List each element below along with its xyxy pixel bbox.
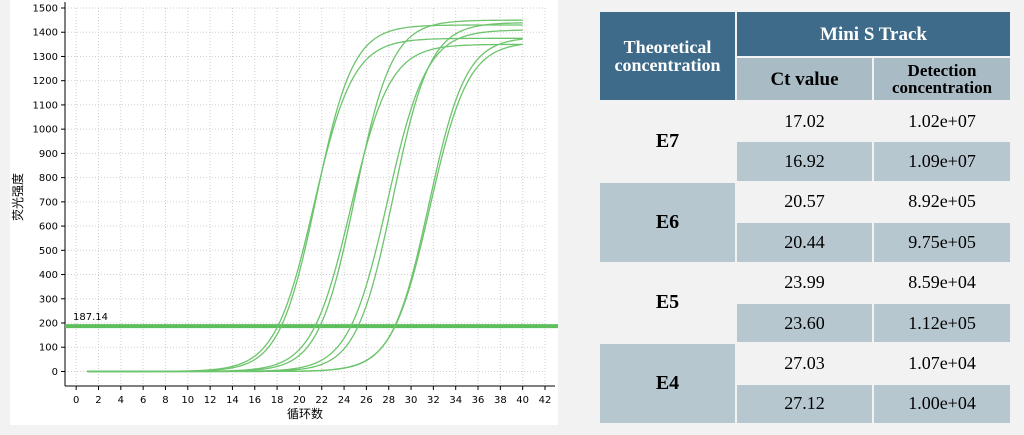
group-label: E7: [600, 102, 735, 181]
detection-concentration-cell: 1.07e+04: [874, 344, 1011, 383]
x-tick-label: 18: [271, 395, 284, 406]
y-tick-label: 300: [39, 294, 58, 305]
y-tick-label: 600: [39, 222, 58, 233]
ct-value-cell: 20.57: [737, 182, 872, 222]
ct-value-cell: 20.44: [737, 223, 872, 262]
x-tick-label: 32: [427, 395, 440, 406]
detection-concentration-cell: 1.00e+04: [874, 384, 1011, 423]
x-tick-label: 22: [315, 395, 328, 406]
x-tick-label: 34: [449, 395, 462, 406]
amplification-curve: [87, 19, 523, 373]
x-tick-label: 16: [248, 395, 261, 406]
x-tick-label: 42: [539, 395, 552, 406]
x-tick-label: 26: [360, 395, 373, 406]
amplification-curve: [87, 37, 523, 373]
header-detection-concentration: Detection concentration: [874, 58, 1011, 100]
y-tick-label: 1400: [33, 28, 58, 39]
detection-concentration-cell: 1.02e+07: [874, 102, 1011, 141]
x-tick-label: 20: [293, 395, 306, 406]
x-tick-label: 40: [516, 395, 529, 406]
amplification-curve: [87, 43, 523, 373]
y-tick-label: 100: [39, 343, 58, 354]
y-tick-label: 0: [52, 367, 58, 378]
amplification-curve: [87, 24, 523, 373]
x-tick-label: 10: [181, 395, 194, 406]
x-tick-label: 6: [140, 395, 146, 406]
header-mini-s-track: Mini S Track: [737, 12, 1011, 56]
header-ct-value: Ct value: [737, 58, 872, 100]
detection-concentration-cell: 8.59e+04: [874, 263, 1011, 302]
ct-value-cell: 16.92: [737, 142, 872, 181]
y-tick-label: 1000: [33, 125, 58, 136]
x-tick-label: 0: [73, 395, 79, 406]
detection-concentration-cell: 1.12e+05: [874, 303, 1011, 343]
amplification-curve: [87, 22, 523, 373]
amplification-curve: [87, 43, 523, 373]
y-tick-label: 500: [39, 246, 58, 257]
y-tick-label: 800: [39, 173, 58, 184]
y-tick-label: 200: [39, 319, 58, 330]
x-tick-label: 36: [472, 395, 485, 406]
header-theoretical-concentration: Theoretical concentration: [600, 12, 735, 100]
amplification-curve: [87, 38, 523, 373]
ct-value-cell: 27.03: [737, 344, 872, 383]
y-tick-label: 400: [39, 270, 58, 281]
table-row: 23.60 1.12e+05: [600, 303, 1011, 343]
results-table: Theoretical concentration Mini S Track C…: [598, 10, 1012, 425]
table-row: 16.92 1.09e+07: [600, 142, 1011, 181]
x-tick-label: 8: [162, 395, 168, 406]
x-tick-label: 14: [226, 395, 239, 406]
y-tick-label: 1100: [33, 100, 58, 111]
y-tick-label: 1200: [33, 76, 58, 87]
ct-value-cell: 23.99: [737, 263, 872, 302]
y-tick-label: 1300: [33, 52, 58, 63]
x-axis-title: 循环数: [287, 406, 323, 421]
x-tick-label: 4: [118, 395, 124, 406]
y-tick-label: 900: [39, 149, 58, 160]
group-label: E6: [600, 182, 735, 262]
x-tick-label: 2: [95, 395, 101, 406]
table-row: E5 23.99 8.59e+04: [600, 263, 1011, 343]
detection-concentration-cell: 9.75e+05: [874, 223, 1011, 262]
x-tick-label: 30: [405, 395, 418, 406]
x-tick-label: 38: [494, 395, 507, 406]
threshold-label: 187.14: [73, 312, 108, 323]
ct-value-cell: 17.02: [737, 102, 872, 141]
ct-value-cell: 23.60: [737, 303, 872, 343]
detection-concentration-cell: 1.09e+07: [874, 142, 1011, 181]
table-row: E7 17.02 1.02e+07: [600, 102, 1011, 181]
group-label: E5: [600, 263, 735, 343]
x-tick-label: 28: [382, 395, 395, 406]
y-tick-label: 700: [39, 197, 58, 208]
table-row: 27.12 1.00e+04: [600, 384, 1011, 423]
results-table-panel: Theoretical concentration Mini S Track C…: [598, 10, 1011, 425]
ct-value-cell: 27.12: [737, 384, 872, 423]
table-row: E4 27.03 1.07e+04: [600, 344, 1011, 423]
amplification-chart: 0 2 4 6 8 10 12 14 16 18 20 22 24 26 28 30 32 34 36 38 40 42 0…: [10, 0, 558, 425]
table-row: 20.44 9.75e+05: [600, 223, 1011, 262]
x-tick-label: 24: [338, 395, 351, 406]
y-tick-label: 1500: [33, 4, 58, 15]
detection-concentration-cell: 8.92e+05: [874, 182, 1011, 222]
amplification-plot: 0 2 4 6 8 10 12 14 16 18 20 22 24 26 28 30 32 34 36 38 40 420…: [10, 2, 558, 421]
y-axis-title: 荧光强度: [10, 173, 25, 221]
x-tick-label: 12: [204, 395, 217, 406]
amplification-curve: [87, 29, 523, 373]
table-row: E6 20.57 8.92e+05: [600, 182, 1011, 262]
group-label: E4: [600, 344, 735, 423]
